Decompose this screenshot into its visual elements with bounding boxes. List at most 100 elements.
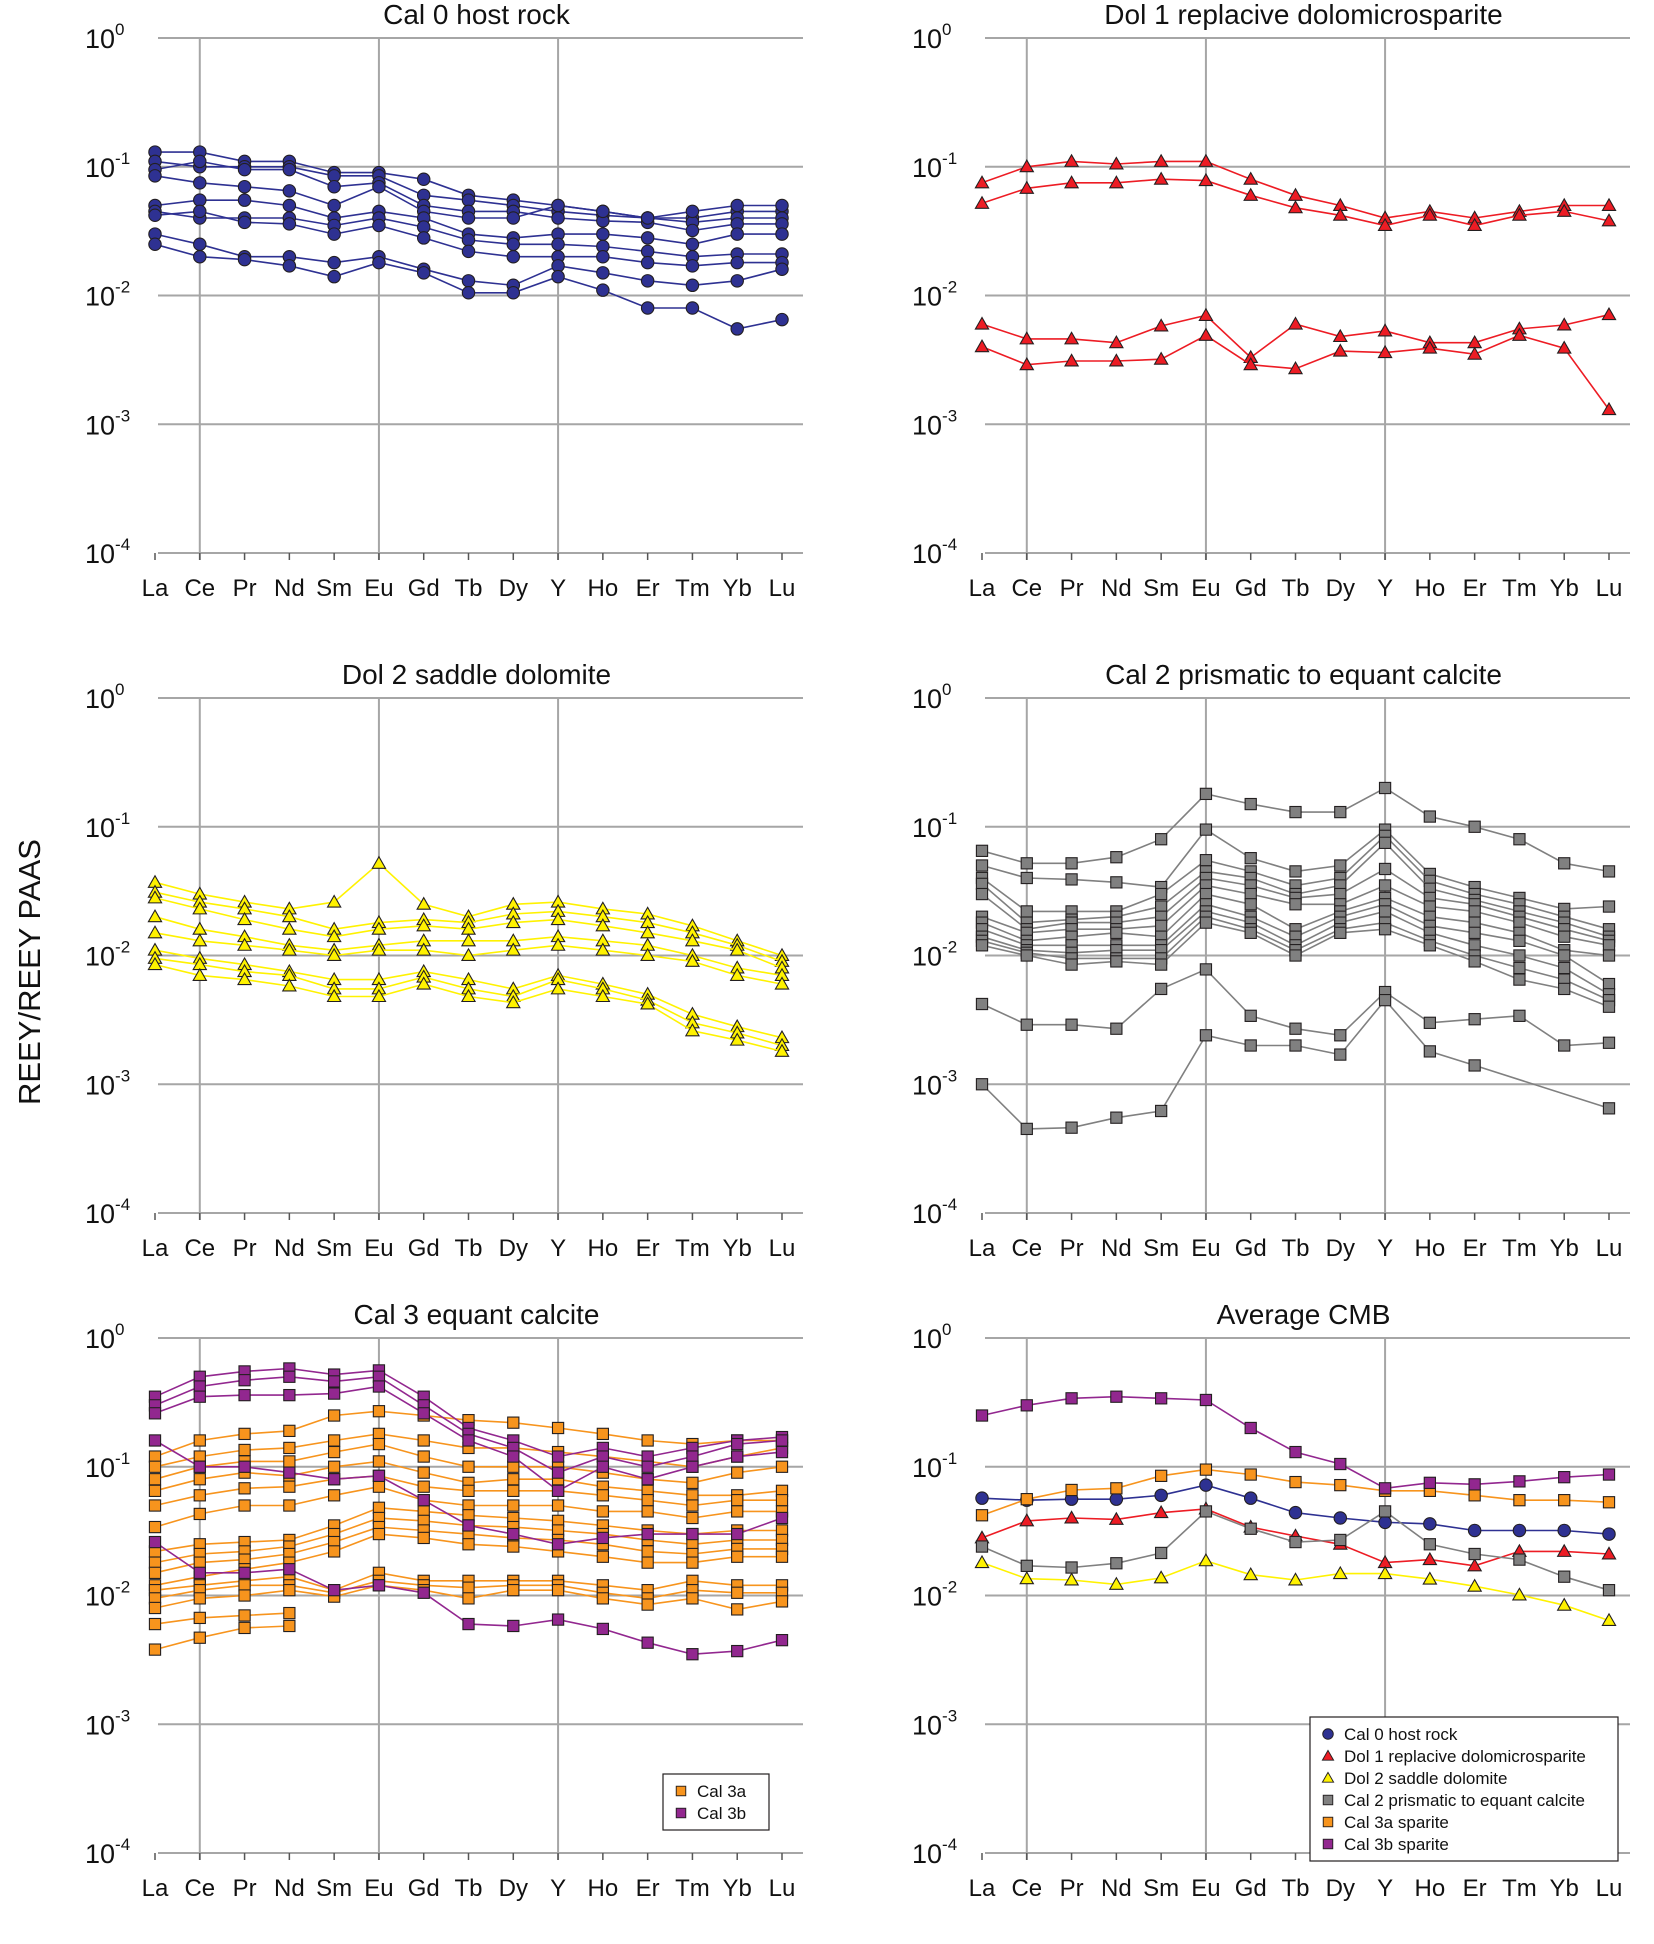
y-tick-label: 10-2 — [912, 938, 957, 972]
y-tick-label: 10-3 — [85, 1066, 130, 1100]
y-tick-label: 100 — [85, 680, 125, 714]
data-point — [238, 1482, 251, 1495]
data-point — [462, 1617, 475, 1631]
data-point — [731, 1505, 744, 1518]
data-point — [193, 1434, 206, 1447]
data-point — [193, 154, 207, 169]
series-cal-3b-16 — [148, 1370, 789, 1479]
data-point — [1199, 1393, 1213, 1407]
data-point — [148, 1566, 162, 1579]
data-point — [1198, 327, 1214, 341]
data-point — [1556, 203, 1572, 217]
data-point — [371, 988, 387, 1003]
data-point — [193, 237, 207, 252]
data-point — [975, 877, 989, 891]
legend-marker — [1322, 1838, 1334, 1850]
data-point — [238, 1427, 251, 1441]
data-point — [281, 978, 297, 992]
data-point — [1377, 1565, 1393, 1580]
series-s11-10 — [975, 916, 1616, 1013]
data-point — [283, 1619, 296, 1633]
legend-marker-cal-3a-sparite — [1322, 1816, 1334, 1828]
x-tick-label-sm: Sm — [1143, 1235, 1179, 1262]
data-point — [1513, 949, 1526, 962]
data-point — [1110, 926, 1123, 939]
data-point — [596, 1450, 610, 1463]
x-tick-label-eu: Eu — [1191, 575, 1220, 602]
data-point — [1334, 1478, 1347, 1492]
data-point — [1423, 1476, 1437, 1489]
data-point — [686, 1556, 699, 1569]
data-point — [729, 967, 745, 981]
data-point — [462, 1460, 475, 1473]
legend-marker — [1322, 1794, 1334, 1806]
data-point — [372, 1405, 386, 1418]
data-point — [1512, 1523, 1527, 1538]
data-point — [1020, 1122, 1033, 1136]
x-tick-label-sm: Sm — [1143, 1875, 1179, 1902]
data-point — [1244, 887, 1257, 901]
data-point — [416, 918, 432, 932]
data-point — [1244, 898, 1257, 911]
data-point — [731, 1550, 744, 1563]
data-point — [1467, 1578, 1483, 1592]
data-point — [1154, 1469, 1168, 1482]
data-point — [281, 942, 297, 956]
data-point — [1065, 1018, 1078, 1031]
data-point — [1020, 949, 1033, 962]
data-point — [1558, 930, 1571, 943]
data-point — [641, 1505, 654, 1518]
data-point — [507, 1619, 520, 1633]
data-point — [1289, 1445, 1302, 1459]
data-point — [1333, 1511, 1348, 1525]
data-point — [193, 1566, 206, 1579]
x-tick-label-la: La — [142, 1875, 169, 1902]
data-point — [460, 933, 477, 947]
data-point — [1154, 982, 1168, 996]
data-point — [1065, 873, 1078, 886]
series-s13-12 — [975, 993, 1616, 1136]
data-point — [1110, 1022, 1123, 1035]
data-point — [1332, 207, 1348, 221]
data-point — [1110, 1111, 1123, 1124]
data-point — [975, 1409, 989, 1422]
y-tick-label: 10-4 — [912, 535, 957, 569]
data-point — [1065, 1561, 1078, 1574]
data-point — [417, 1450, 430, 1463]
data-point — [1199, 963, 1213, 976]
x-tick-label-pr: Pr — [1060, 1235, 1084, 1262]
data-point — [1378, 993, 1392, 1007]
data-point — [460, 988, 477, 1003]
data-point — [1108, 156, 1124, 170]
x-tick-label-yb: Yb — [723, 1875, 752, 1902]
series-s5-4 — [147, 925, 790, 990]
data-point — [775, 1445, 789, 1459]
data-point — [1019, 1513, 1035, 1527]
series-s1-0 — [974, 153, 1617, 224]
data-point — [461, 193, 476, 207]
x-tick-label-nd: Nd — [1101, 1235, 1132, 1262]
data-point — [1020, 857, 1033, 870]
data-point — [1467, 1558, 1483, 1572]
data-point — [1243, 171, 1259, 185]
data-point — [686, 1450, 699, 1463]
data-point — [551, 1450, 565, 1463]
legend: Cal 0 host rock Dol 1 replacive dolomicro… — [1309, 1716, 1619, 1862]
data-point — [416, 942, 432, 956]
legend-marker — [1321, 1771, 1335, 1783]
data-point — [1289, 1475, 1302, 1489]
data-point — [1468, 1059, 1481, 1072]
x-tick-label-ho: Ho — [1415, 1875, 1446, 1902]
data-point — [192, 901, 208, 915]
data-point — [505, 994, 521, 1009]
x-tick-label-eu: Eu — [364, 1235, 393, 1262]
x-tick-label-lu: Lu — [1596, 1875, 1623, 1902]
data-point — [1601, 1546, 1617, 1560]
data-point — [1378, 879, 1392, 892]
data-point — [1602, 1000, 1616, 1013]
series-cal-3b-17 — [148, 1380, 789, 1497]
data-point — [1019, 1571, 1035, 1585]
data-point — [1468, 1478, 1481, 1491]
data-point — [282, 162, 297, 177]
data-point — [372, 1579, 386, 1592]
